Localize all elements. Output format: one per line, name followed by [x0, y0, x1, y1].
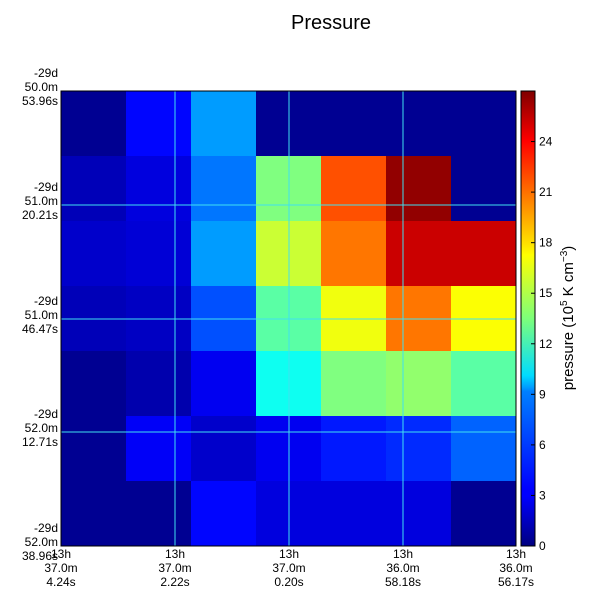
colorbar-tick-label: 18: [539, 236, 553, 250]
colorbar-ticks: 0 3 6 9 12 15 18 21 24: [531, 135, 553, 553]
y-tick-label: -29d 52.0m 12.71s: [22, 407, 58, 449]
heatmap-cell: [451, 91, 517, 157]
heatmap-cell: [191, 221, 257, 287]
heatmap-cell: [321, 351, 387, 417]
y-tick-label: -29d 51.0m 20.21s: [22, 180, 58, 222]
heatmap-cell: [386, 351, 452, 417]
heatmap-cell: [126, 351, 192, 417]
heatmap-cell: [61, 351, 127, 417]
x-axis-ticks: 13h 37.0m 4.24s 13h 37.0m 2.22s 13h 37.0m 0.20s 1…: [44, 547, 534, 589]
heatmap-cell: [191, 91, 257, 157]
y-tick-label: -29d 52.0m 38.96s: [22, 521, 58, 563]
colorbar-tick-label: 21: [539, 185, 553, 199]
y-axis-ticks: -29d 50.0m 53.96s -29d 51.0m 20.21s -29d 51.0m 4…: [22, 66, 58, 563]
heatmap-cell: [451, 351, 517, 417]
heatmap-cell: [191, 481, 257, 547]
colorbar-tick-label: 15: [539, 286, 553, 300]
y-tick-label: -29d 50.0m 53.96s: [22, 66, 58, 108]
x-tick-label: 13h 37.0m 0.20s: [272, 547, 305, 589]
heatmap-cell: [451, 156, 517, 222]
heatmap-cell: [386, 221, 452, 287]
plot-frame: [60, 90, 517, 547]
heatmap-cell: [451, 481, 517, 547]
heatmap-cell: [451, 416, 517, 482]
heatmap-cell: [126, 221, 192, 287]
heatmap-cell: [126, 481, 192, 547]
heatmap-cell: [386, 416, 452, 482]
x-tick-label: 13h 37.0m 2.22s: [158, 547, 191, 589]
heatmap-cell: [126, 156, 192, 222]
heatmap-cell: [451, 221, 517, 287]
coordinate-grid: [61, 91, 516, 546]
x-tick-label: 13h 36.0m 56.17s: [498, 547, 534, 589]
heatmap-cell: [61, 416, 127, 482]
heatmap-cell: [191, 156, 257, 222]
heatmap-cell: [61, 156, 127, 222]
heatmap-cell: [321, 221, 387, 287]
heatmap-cell: [191, 416, 257, 482]
heatmap-cell: [321, 481, 387, 547]
heatmap-cell: [191, 351, 257, 417]
heatmap-cell: [321, 156, 387, 222]
heatmap-cell: [386, 91, 452, 157]
colorbar-tick-label: 9: [539, 387, 546, 401]
x-tick-label: 13h 37.0m 4.24s: [44, 547, 77, 589]
heatmap-cell: [126, 91, 192, 157]
heatmap-cell: [386, 481, 452, 547]
heatmap-cell: [126, 416, 192, 482]
colorbar-tick-label: 6: [539, 438, 546, 452]
heatmap-cell: [61, 221, 127, 287]
chart-title: Pressure: [291, 12, 371, 34]
colorbar-label: pressure (105 K cm−3): [559, 246, 577, 391]
heatmap-cell: [321, 91, 387, 157]
y-tick-label: -29d 51.0m 46.47s: [22, 294, 58, 336]
colorbar: [520, 90, 536, 547]
heatmap-cell: [61, 91, 127, 157]
heatmap-cell: [321, 416, 387, 482]
colorbar-tick-label: 0: [539, 539, 546, 553]
heatmap-cell: [386, 156, 452, 222]
colorbar-tick-label: 12: [539, 337, 553, 351]
colorbar-tick-label: 24: [539, 135, 553, 149]
colorbar-tick-label: 3: [539, 488, 546, 502]
x-tick-label: 13h 36.0m 58.18s: [385, 547, 421, 589]
heatmap-cell: [61, 481, 127, 547]
